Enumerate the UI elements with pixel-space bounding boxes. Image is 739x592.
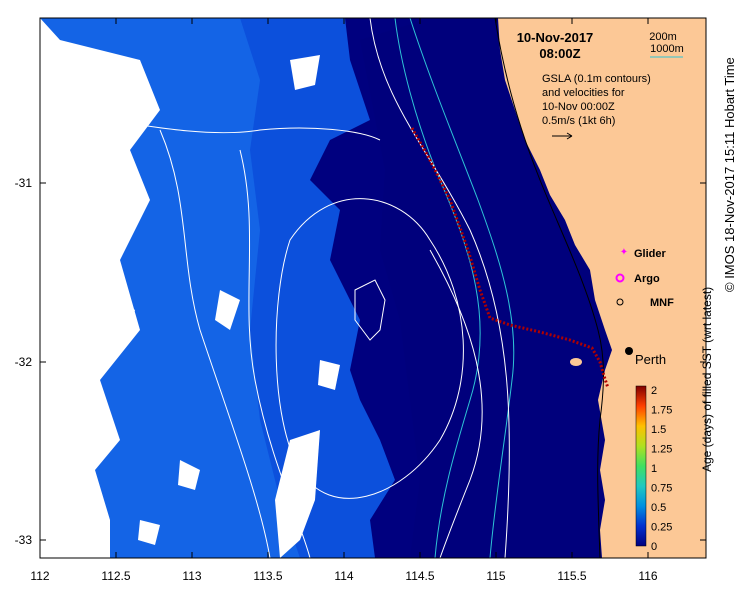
cloud-patches <box>40 55 340 558</box>
colorbar-label: Age (days) of filled SST (wrt latest) <box>700 286 714 472</box>
x-tick-label: 112 <box>30 569 49 583</box>
colorbar-tick-label: 0.75 <box>651 483 672 495</box>
land-western-australia <box>498 18 706 558</box>
gsla-note-line3: 10-Nov 00:00Z <box>542 101 615 113</box>
colorbar <box>635 385 647 547</box>
contour-1000m-b <box>394 18 481 558</box>
legend-mnf: MNF <box>650 297 674 309</box>
map-field <box>40 18 706 558</box>
colorbar-tick-label: 0 <box>651 541 657 553</box>
gsla-note-line4: 0.5m/s (1kt 6h) <box>542 115 615 127</box>
colorbar-tick-label: 0.25 <box>651 522 672 534</box>
argo-marker-icon <box>615 273 625 283</box>
plot-frame <box>39 17 707 559</box>
city-label-perth: Perth <box>635 352 666 367</box>
colorbar-ticks: 2 1.75 1.5 1.25 1 0.75 0.5 0.25 0 <box>651 385 672 553</box>
legend-glider: Glider <box>634 248 667 260</box>
glider-track <box>410 127 610 389</box>
map-time: 08:00Z <box>539 46 580 61</box>
colorbar-tick-label: 1.75 <box>651 405 672 417</box>
x-tick-label: 114.5 <box>405 569 434 583</box>
x-tick-label: 116 <box>638 569 657 583</box>
contour-key-200m: 200m <box>649 31 677 43</box>
x-tick-label: 113.5 <box>253 569 282 583</box>
x-tick-label: 112.5 <box>101 569 130 583</box>
gsla-note-line1: GSLA (0.1m contours) <box>542 73 651 85</box>
y-tick-label: -32 <box>15 355 33 369</box>
map-date: 10-Nov-2017 <box>517 30 594 45</box>
glider-marker-icon: ✦ <box>620 247 628 258</box>
credit-text: © IMOS 18-Nov-2017 15:11 Hobart Time <box>722 57 737 292</box>
y-tick-label: -33 <box>15 533 33 547</box>
x-axis: 112 112.5 113 113.5 114 114.5 115 115.5 116 <box>30 18 658 583</box>
x-tick-label: 113 <box>182 569 201 583</box>
colorbar-tick-label: 1 <box>651 463 657 475</box>
contour-1000m <box>409 18 515 558</box>
colorbar-tick-label: 1.5 <box>651 424 666 436</box>
arrow-head-icon <box>566 132 573 140</box>
gsla-note-line2: and velocities for <box>542 87 625 99</box>
colorbar-tick-label: 2 <box>651 385 657 397</box>
colorbar-tick-label: 1.25 <box>651 444 672 456</box>
gsla-contours <box>40 18 510 558</box>
mnf-marker-icon <box>616 298 624 306</box>
contour-key-1000m: 1000m <box>650 43 684 55</box>
y-tick-label: -31 <box>15 176 33 190</box>
colorbar-tick-label: 0.5 <box>651 502 666 514</box>
x-tick-label: 115 <box>486 569 505 583</box>
x-tick-label: 115.5 <box>557 569 586 583</box>
x-tick-label: 114 <box>334 569 353 583</box>
rottnest-island <box>570 358 582 366</box>
contour-200m <box>494 18 604 558</box>
perth-marker-icon <box>625 347 633 355</box>
legend-argo: Argo <box>634 273 660 285</box>
y-axis: -31 -32 -33 <box>15 176 706 547</box>
